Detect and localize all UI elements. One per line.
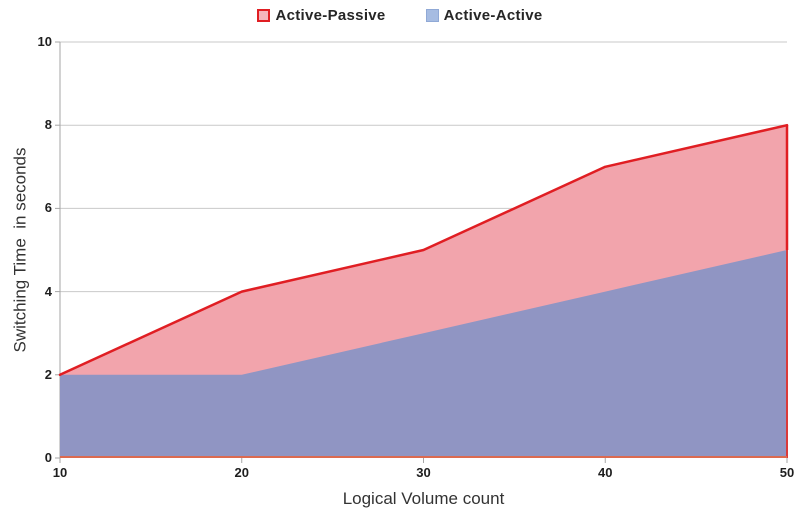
x-tick-label: 40 xyxy=(598,465,613,480)
legend-swatch-active-active-icon xyxy=(425,9,439,22)
line-active-passive xyxy=(58,123,789,377)
y-tick-label: 0 xyxy=(44,450,52,465)
legend-item-active-active: Active-Active xyxy=(425,7,543,24)
x-tick-label: 20 xyxy=(234,465,249,480)
legend: Active-Passive Active-Active xyxy=(0,7,800,24)
y-tick-label: 4 xyxy=(44,283,52,299)
legend-item-active-passive: Active-Passive xyxy=(257,7,385,24)
x-axis-title: Logical Volume count xyxy=(342,489,505,508)
y-tick-label: 8 xyxy=(44,117,52,133)
y-tick-label: 2 xyxy=(44,366,52,382)
area-active-active xyxy=(60,250,787,458)
legend-swatch-active-passive-icon xyxy=(257,9,271,22)
x-tick-label: 10 xyxy=(52,465,68,480)
y-axis-tick-labels: 0 2 4 6 8 10 xyxy=(0,0,52,524)
y-axis-title: Switching Time in seconds xyxy=(11,147,31,353)
y-tick-label: 10 xyxy=(37,34,52,49)
legend-label-active-passive: Active-Passive xyxy=(275,7,386,24)
y-tick-label: 6 xyxy=(44,200,52,216)
x-tick-label: 50 xyxy=(779,465,795,480)
x-tick-label: 30 xyxy=(416,465,431,480)
legend-label-active-active: Active-Active xyxy=(443,7,543,24)
y-axis-title-wrap: Switching Time in seconds xyxy=(0,42,42,458)
